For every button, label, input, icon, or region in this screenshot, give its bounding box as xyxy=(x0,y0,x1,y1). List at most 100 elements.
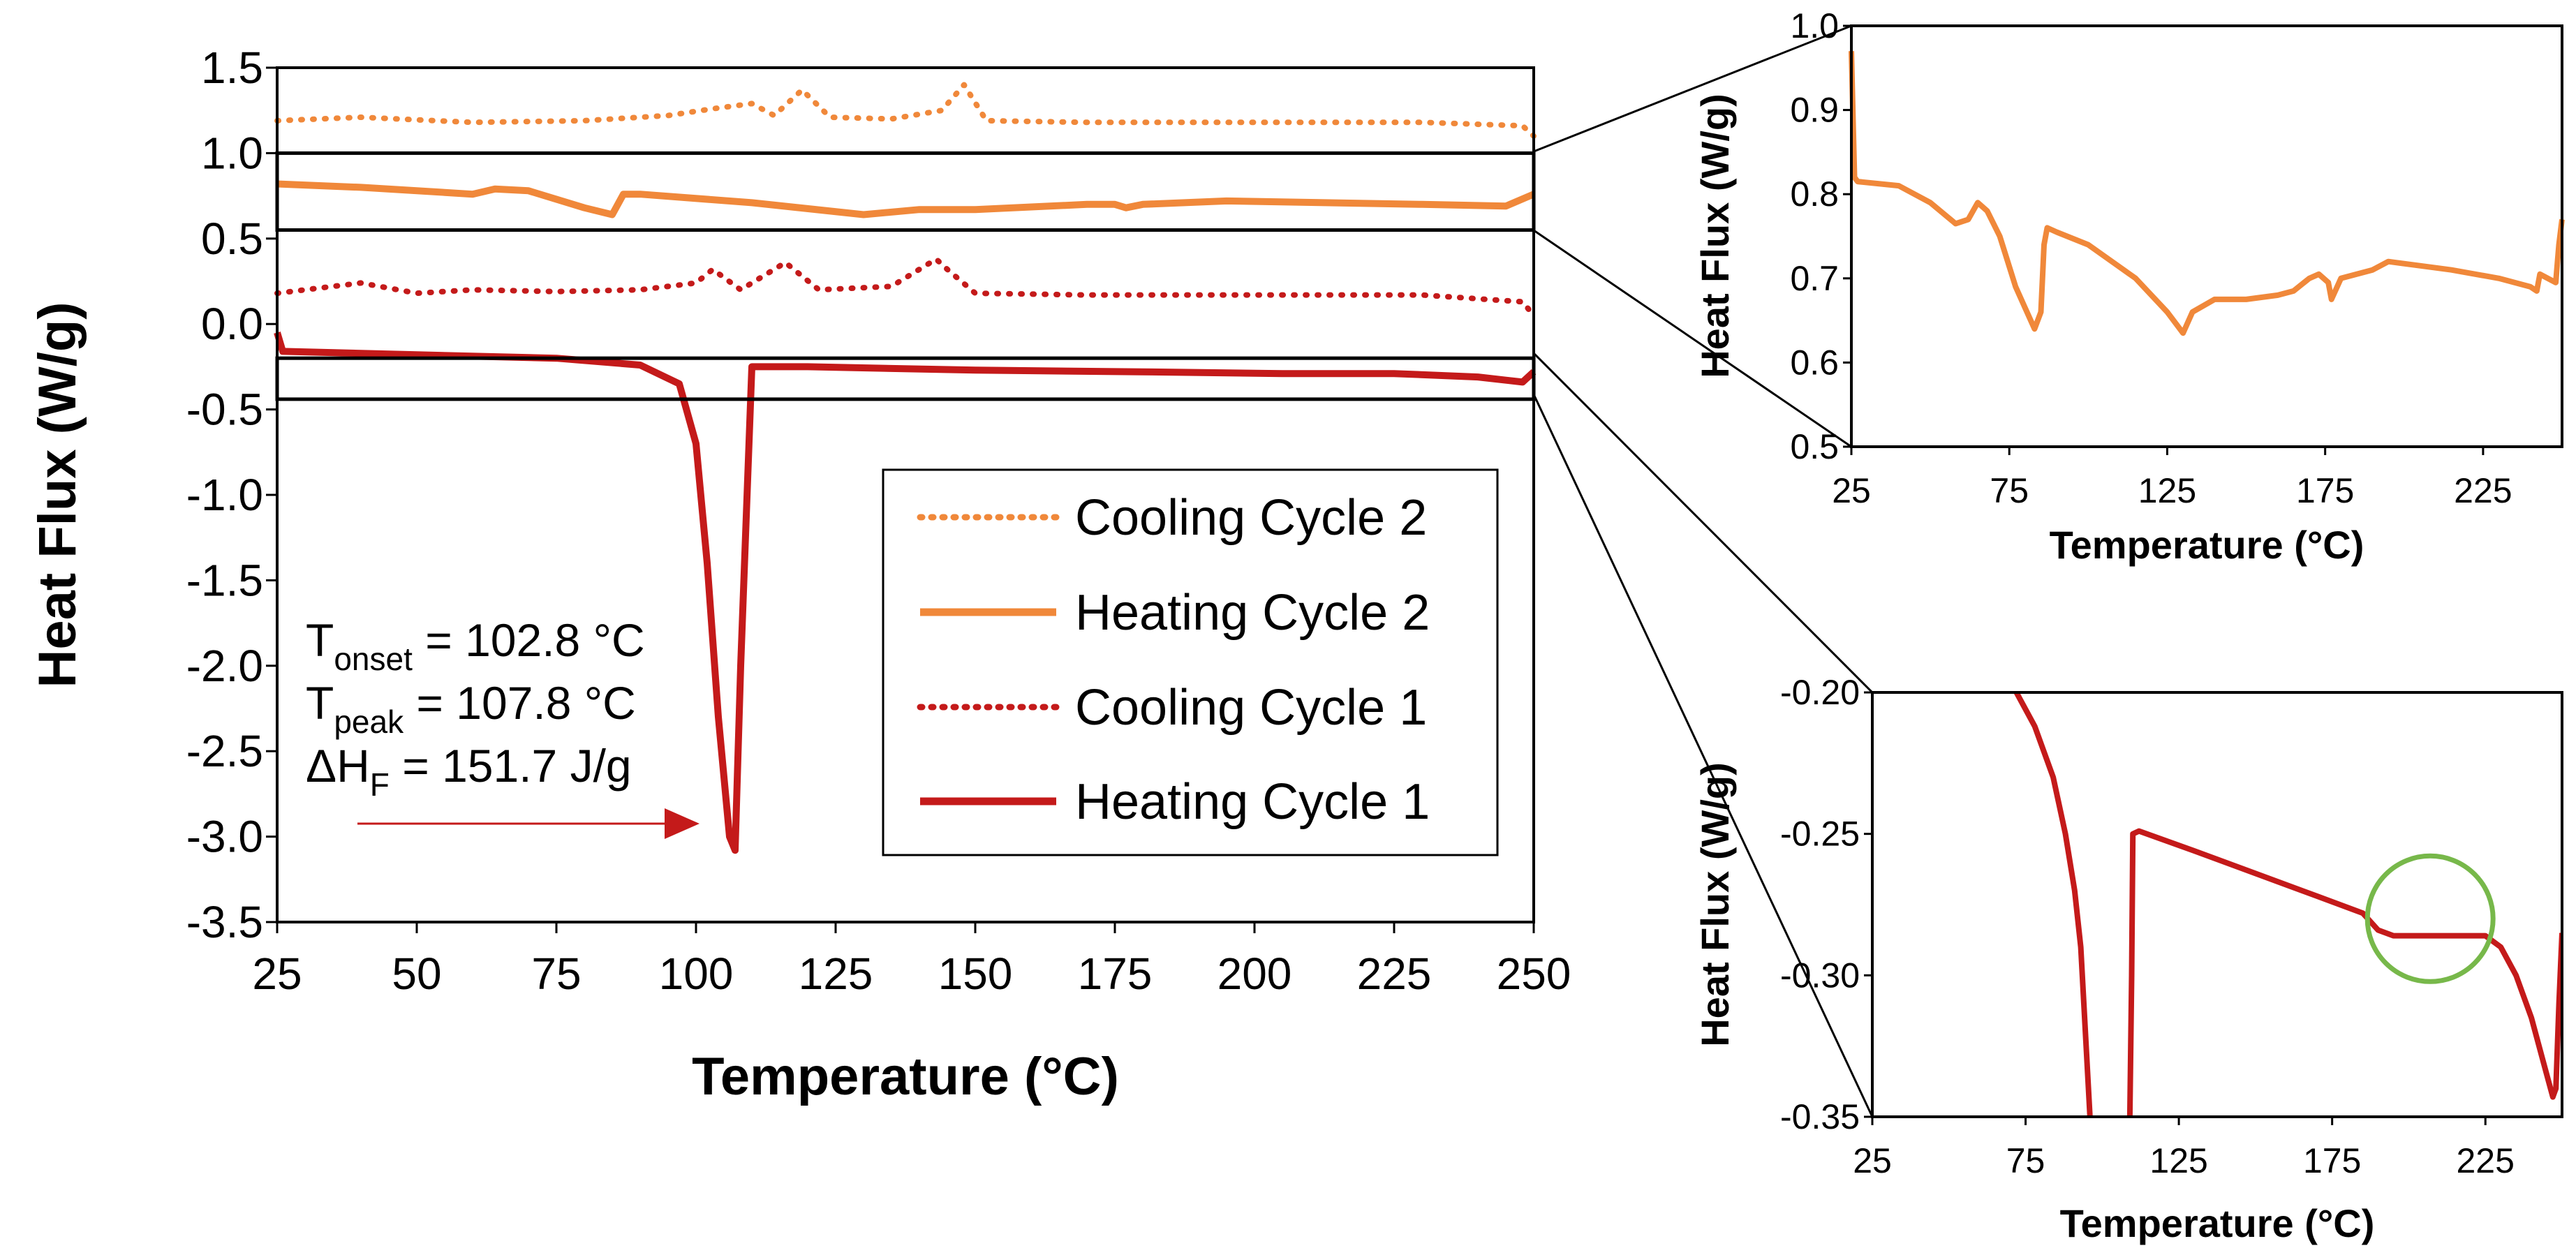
inset-bottom-chart: -0.20 -0.25 -0.30 -0.35 25 75 125 175 225 Tempe… xyxy=(1693,673,2563,1245)
main-zoom-boxes xyxy=(275,151,1536,401)
main-chart: 1.5 1.0 0.5 0.0 -0.5 -1.0 -1.5 -2.0 -2.5 -3.0 -3.5… xyxy=(28,43,1571,1106)
legend-item-heating-1: Heating Cycle 1 xyxy=(920,774,1430,830)
series-cooling-cycle-1 xyxy=(274,256,1537,318)
inset-bottom-xtick-label: 175 xyxy=(2303,1141,2361,1180)
inset-top-ytick-label: 0.5 xyxy=(1790,427,1839,466)
inset-top-chart: 1.0 0.9 0.8 0.7 0.6 0.5 25 75 125 175 225 Tempera… xyxy=(1693,6,2565,567)
main-xtick-label: 125 xyxy=(799,949,873,999)
inset-top-x-ticks: 25 75 125 175 225 xyxy=(1832,447,2512,510)
peak-value: = 107.8 °C xyxy=(404,677,636,729)
inset-bottom-series-heating-cycle-1-seg2 xyxy=(2126,828,2562,1117)
highlight-circle xyxy=(2364,853,2496,984)
connector-top-lower xyxy=(1533,229,1852,448)
zoom-box-2 xyxy=(275,356,1536,401)
thermal-annotation: Tonset = 102.8 °C Tpeak = 107.8 °C ΔHF =… xyxy=(306,614,699,839)
series-cooling-cycle-2 xyxy=(274,82,1537,139)
inset-top-xtick-label: 25 xyxy=(1832,471,1871,510)
inset-bottom-frame xyxy=(1871,691,2563,1118)
main-ytick-label: 0.5 xyxy=(201,214,263,264)
enthalpy-sub: F xyxy=(370,766,390,803)
inset-top-x-axis-title: Temperature (°C) xyxy=(2050,523,2364,567)
main-ytick-label: -2.5 xyxy=(186,726,263,776)
inset-bottom-series-heating-cycle-1-seg1 xyxy=(2013,692,2093,1117)
zoom-box-1 xyxy=(275,151,1536,232)
inset-top-ytick-label: 1.0 xyxy=(1790,6,1839,45)
inset-top-xtick-label: 225 xyxy=(2454,471,2512,510)
onset-annotation: Tonset = 102.8 °C xyxy=(306,614,645,677)
main-ytick-label: -1.0 xyxy=(186,470,263,520)
zoom-connectors xyxy=(1532,24,1874,1117)
legend: Cooling Cycle 2 Heating Cycle 2 Cooling … xyxy=(882,468,1499,856)
inset-top-ytick-label: 0.9 xyxy=(1790,91,1839,130)
inset-top-xtick-label: 175 xyxy=(2296,471,2354,510)
inset-bottom-xtick-label: 25 xyxy=(1853,1141,1892,1180)
main-series-group xyxy=(274,82,1537,854)
inset-top-background xyxy=(1851,26,2562,447)
enthalpy-value: = 151.7 J/g xyxy=(390,740,632,792)
main-xtick-label: 50 xyxy=(392,949,441,999)
inset-bottom-series-group xyxy=(2013,692,2562,1117)
main-ytick-label: -0.5 xyxy=(186,385,263,435)
onset-sub: onset xyxy=(334,641,413,677)
inset-bottom-xtick-label: 75 xyxy=(2006,1141,2045,1180)
inset-bottom-xtick-label: 225 xyxy=(2457,1141,2515,1180)
annotation-arrow-head xyxy=(665,808,699,839)
main-xtick-label: 175 xyxy=(1078,949,1153,999)
main-xtick-label: 75 xyxy=(531,949,581,999)
legend-frame xyxy=(882,468,1499,856)
main-ytick-label: -2.0 xyxy=(186,641,263,691)
inset-top-ytick-label: 0.8 xyxy=(1790,174,1839,214)
main-xtick-label: 25 xyxy=(252,949,302,999)
inset-top-xtick-label: 75 xyxy=(1990,471,2029,510)
main-y-axis-title: Heat Flux (W/g) xyxy=(28,302,87,688)
main-ytick-label: -1.5 xyxy=(186,555,263,605)
legend-label-heating-2: Heating Cycle 2 xyxy=(1075,585,1430,641)
inset-bottom-y-ticks: -0.20 -0.25 -0.30 -0.35 xyxy=(1780,673,1872,1136)
onset-label: T xyxy=(306,614,334,666)
inset-bottom-y-axis-title: Heat Flux (W/g) xyxy=(1693,762,1737,1047)
main-x-ticks: 25 50 75 100 125 150 175 200 225 250 xyxy=(252,922,1571,999)
main-xtick-label: 100 xyxy=(659,949,734,999)
inset-bottom-x-axis-title: Temperature (°C) xyxy=(2060,1201,2375,1245)
enthalpy-label: ΔH xyxy=(306,740,370,792)
legend-item-cooling-1: Cooling Cycle 1 xyxy=(917,680,1427,736)
main-xtick-label: 250 xyxy=(1497,949,1571,999)
peak-label: T xyxy=(306,677,334,729)
inset-bottom-ytick-label: -0.20 xyxy=(1780,673,1860,712)
legend-label-cooling-2: Cooling Cycle 2 xyxy=(1075,490,1427,546)
inset-bottom-ytick-label: -0.30 xyxy=(1780,956,1860,995)
inset-bottom-ytick-label: -0.35 xyxy=(1780,1097,1860,1136)
connector-top-upper xyxy=(1533,24,1852,153)
onset-value: = 102.8 °C xyxy=(413,614,645,666)
main-ytick-label: 0.0 xyxy=(201,299,263,349)
main-ytick-label: 1.5 xyxy=(201,43,263,93)
inset-top-series-heating-cycle-2 xyxy=(1849,51,2565,336)
series-heating-cycle-1 xyxy=(274,331,1537,854)
inset-bottom-background xyxy=(1872,692,2562,1117)
peak-annotation: Tpeak = 107.8 °C xyxy=(306,677,636,740)
legend-item-cooling-2: Cooling Cycle 2 xyxy=(917,490,1427,546)
main-x-axis-title: Temperature (°C) xyxy=(692,1047,1119,1106)
main-xtick-label: 200 xyxy=(1217,949,1292,999)
inset-top-frame xyxy=(1850,24,2563,448)
inset-bottom-ytick-label: -0.25 xyxy=(1780,815,1860,854)
inset-top-ytick-label: 0.7 xyxy=(1790,259,1839,298)
legend-label-heating-1: Heating Cycle 1 xyxy=(1075,774,1430,830)
main-xtick-label: 150 xyxy=(938,949,1013,999)
series-heating-cycle-2 xyxy=(276,180,1535,218)
inset-top-y-ticks: 1.0 0.9 0.8 0.7 0.6 0.5 xyxy=(1790,6,1851,466)
inset-top-ytick-label: 0.6 xyxy=(1790,343,1839,382)
legend-item-heating-2: Heating Cycle 2 xyxy=(920,585,1430,641)
main-ytick-label: -3.5 xyxy=(186,897,263,947)
legend-label-cooling-1: Cooling Cycle 1 xyxy=(1075,680,1427,736)
inset-top-series-group xyxy=(1849,51,2565,336)
inset-top-xtick-label: 125 xyxy=(2138,471,2196,510)
inset-bottom-xtick-label: 125 xyxy=(2149,1141,2207,1180)
inset-top-y-axis-title: Heat Flux (W/g) xyxy=(1693,94,1737,378)
main-xtick-label: 225 xyxy=(1357,949,1432,999)
enthalpy-annotation: ΔHF = 151.7 J/g xyxy=(306,740,632,803)
inset-bottom-x-ticks: 25 75 125 175 225 xyxy=(1853,1117,2515,1180)
main-ytick-label: -3.0 xyxy=(186,812,263,862)
main-ytick-label: 1.0 xyxy=(201,128,263,178)
